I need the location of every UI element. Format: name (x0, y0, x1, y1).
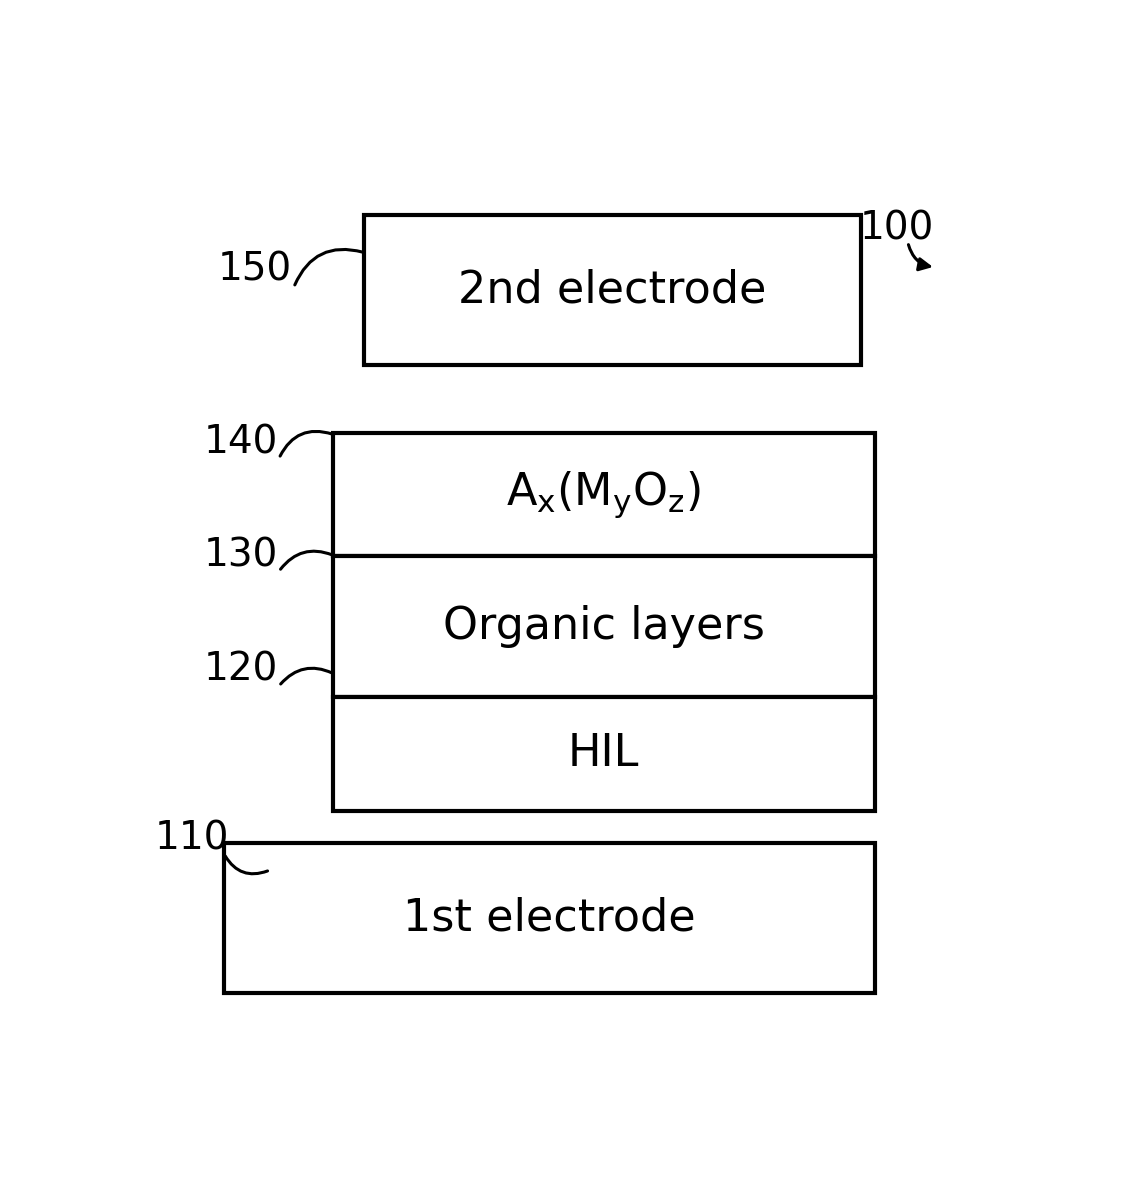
Bar (334, 697, 875, 811)
Bar (334, 556, 875, 697)
Text: 1st electrode: 1st electrode (402, 896, 695, 940)
Text: 130: 130 (204, 537, 278, 574)
Bar (364, 215, 861, 365)
Text: 2nd electrode: 2nd electrode (459, 268, 766, 311)
Text: 100: 100 (859, 209, 933, 247)
Text: HIL: HIL (568, 733, 639, 775)
Text: 110: 110 (154, 819, 229, 857)
Bar (334, 433, 875, 556)
Text: 120: 120 (204, 651, 278, 689)
Text: $\mathregular{A_x(M_yO_z)}$: $\mathregular{A_x(M_yO_z)}$ (506, 469, 701, 520)
Bar (224, 843, 875, 993)
Text: 140: 140 (204, 423, 278, 461)
Text: Organic layers: Organic layers (443, 605, 765, 648)
Text: 150: 150 (218, 251, 292, 288)
